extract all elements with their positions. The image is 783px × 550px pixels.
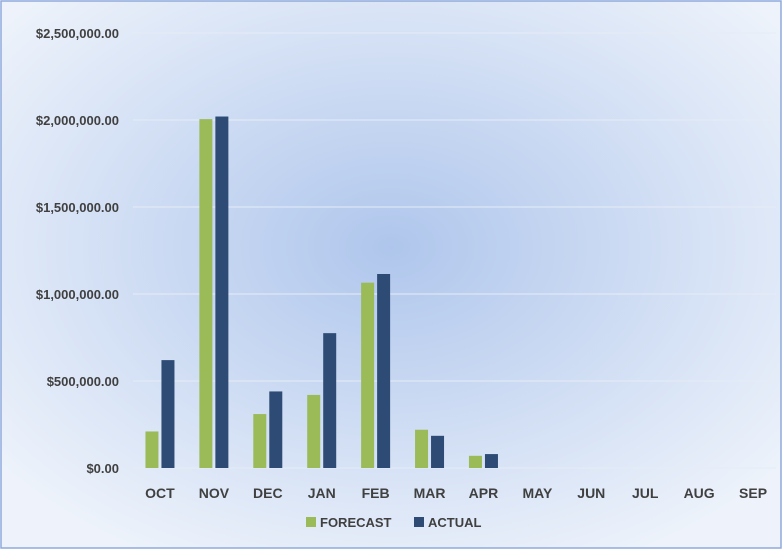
bar-actual-jan — [323, 333, 337, 468]
x-category-label: OCT — [145, 485, 175, 501]
x-category-label: AUG — [684, 485, 715, 501]
bar-actual-apr — [484, 454, 498, 468]
bar-actual-nov — [215, 116, 229, 469]
bar-forecast-apr — [468, 455, 482, 468]
x-category-label: JUN — [577, 485, 605, 501]
bar-forecast-mar — [415, 429, 429, 468]
x-axis-category-labels: OCT NOV DEC JAN FEB MAR APR MAY JUN JUL AUG SEP — [145, 485, 767, 501]
bar-forecast-oct — [145, 431, 159, 468]
legend-label-actual: ACTUAL — [428, 515, 481, 530]
bar-forecast-nov — [199, 119, 213, 468]
y-tick-label: $2,500,000.00 — [36, 26, 119, 41]
legend-swatch-actual — [414, 517, 424, 527]
y-tick-label: $1,500,000.00 — [36, 200, 119, 215]
y-tick-label: $0.00 — [86, 461, 119, 476]
legend-label-forecast: FORECAST — [320, 515, 392, 530]
bar-actual-oct — [161, 360, 175, 468]
x-category-label: MAY — [522, 485, 552, 501]
y-axis-tick-labels: $0.00 $500,000.00 $1,000,000.00 $1,500,000.… — [36, 26, 119, 476]
bar-actual-dec — [269, 391, 283, 468]
legend-swatch-forecast — [306, 517, 316, 527]
x-category-label: FEB — [362, 485, 390, 501]
bar-forecast-dec — [253, 414, 267, 468]
x-category-label: JAN — [308, 485, 336, 501]
x-category-label: APR — [469, 485, 499, 501]
y-tick-label: $1,000,000.00 — [36, 287, 119, 302]
y-tick-label: $2,000,000.00 — [36, 113, 119, 128]
legend: FORECAST ACTUAL — [306, 515, 481, 530]
bars — [145, 116, 498, 469]
y-tick-label: $500,000.00 — [47, 374, 119, 389]
x-category-label: MAR — [414, 485, 446, 501]
bar-actual-mar — [431, 435, 445, 468]
x-category-label: DEC — [253, 485, 283, 501]
bar-actual-feb — [377, 273, 391, 468]
x-category-label: JUL — [632, 485, 659, 501]
x-category-label: SEP — [739, 485, 767, 501]
gridlines — [133, 32, 776, 469]
x-category-label: NOV — [199, 485, 230, 501]
bar-forecast-jan — [307, 394, 321, 468]
bar-forecast-feb — [361, 282, 375, 468]
